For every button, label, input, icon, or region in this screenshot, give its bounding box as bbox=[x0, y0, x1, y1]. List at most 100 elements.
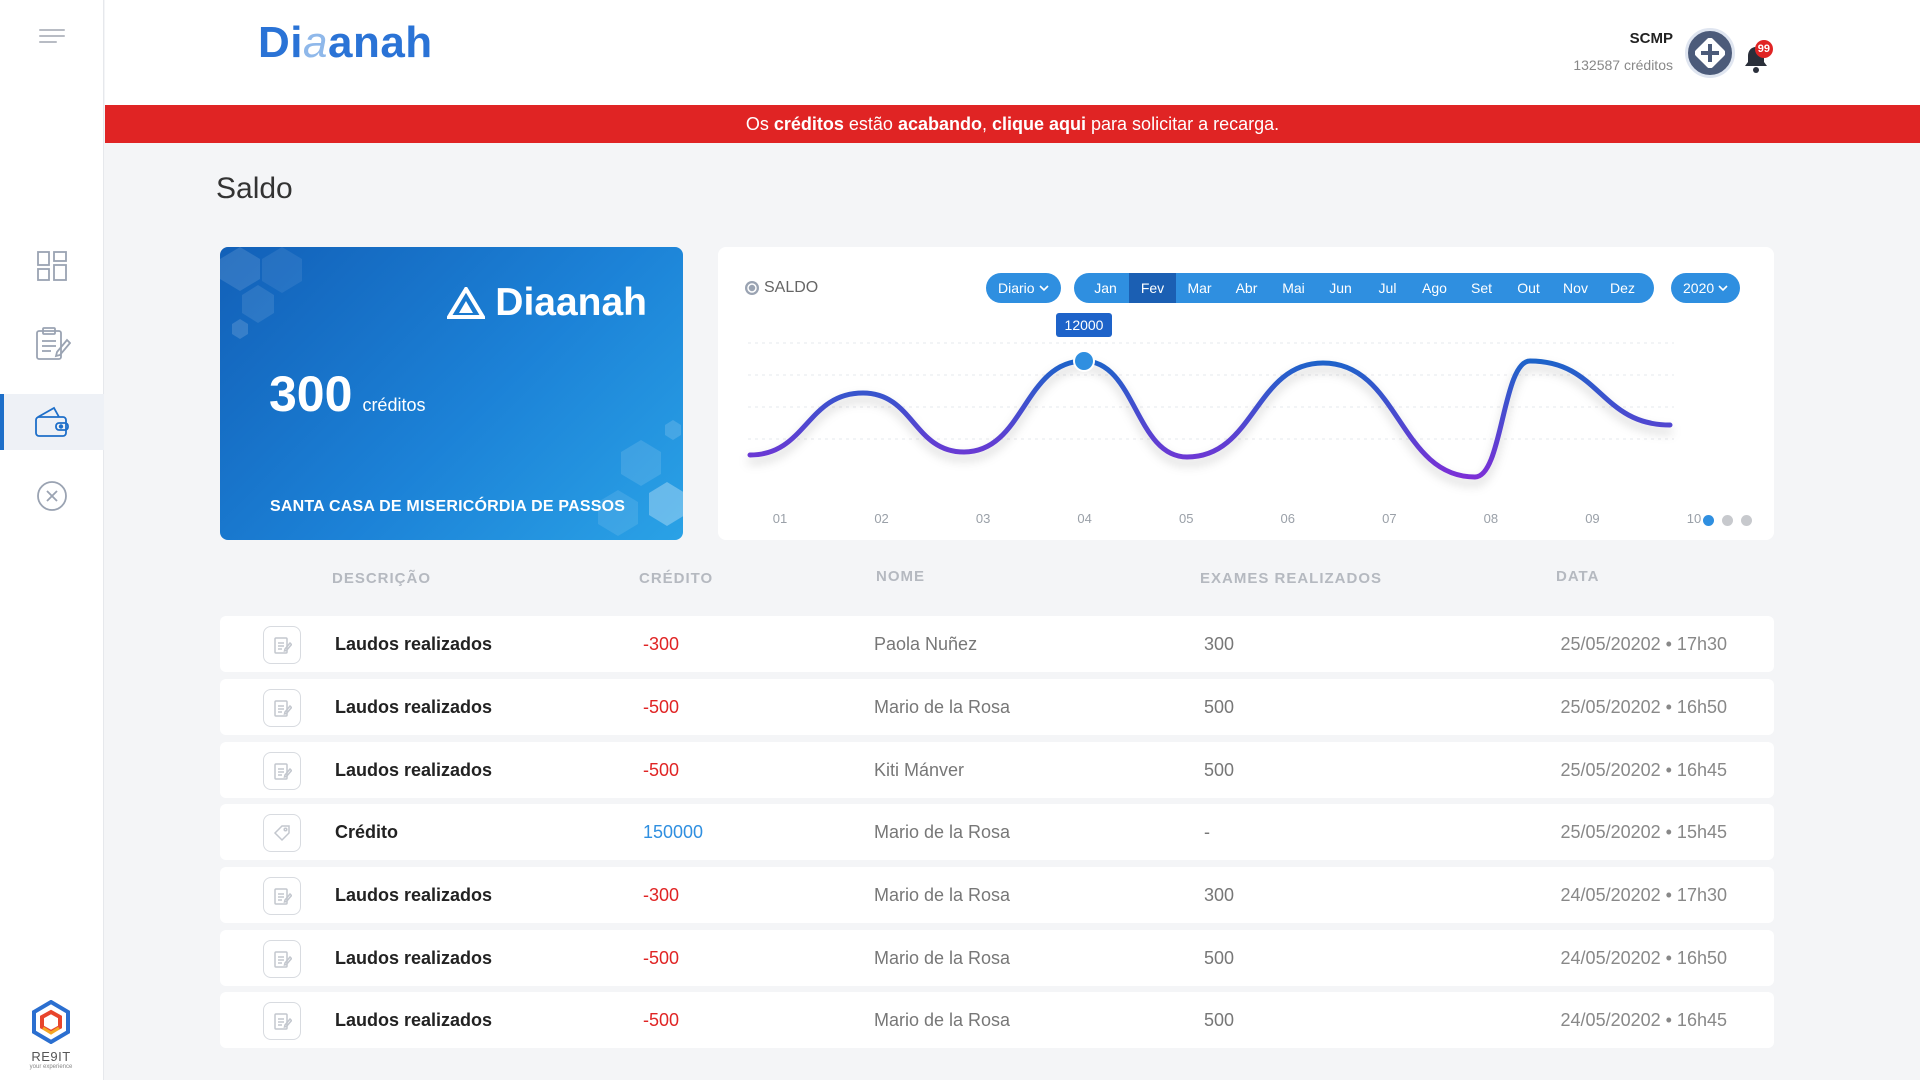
x-tick-label: 01 bbox=[773, 511, 787, 526]
month-tab-ago[interactable]: Ago bbox=[1422, 280, 1447, 296]
balance-series-line bbox=[747, 358, 1673, 480]
reports-icon bbox=[36, 327, 71, 360]
row-data: 24/05/20202 • 16h50 bbox=[1560, 948, 1727, 968]
month-tab-jul[interactable]: Jul bbox=[1378, 280, 1397, 296]
row-descricao: Laudos realizados bbox=[335, 760, 493, 780]
sidebar-item-wallet[interactable] bbox=[0, 394, 104, 450]
month-tab-out[interactable]: Out bbox=[1517, 280, 1540, 296]
chart-tooltip-box bbox=[1056, 313, 1112, 337]
table-row[interactable]: Laudos realizados -500 Mario de la Rosa 500… bbox=[220, 992, 1774, 1048]
period-select-value: Diario bbox=[998, 280, 1035, 296]
row-data: 24/05/20202 • 16h45 bbox=[1560, 1010, 1727, 1030]
row-nome: Mario de la Rosa bbox=[874, 1010, 1011, 1030]
month-tab-mai[interactable]: Mai bbox=[1282, 280, 1305, 296]
alert-bold-2: acabando bbox=[897, 113, 982, 134]
tag-icon bbox=[272, 823, 292, 843]
sidebar-item-reports[interactable] bbox=[0, 316, 104, 372]
year-select[interactable]: 2020 bbox=[1671, 273, 1741, 303]
re9it-logo-text: RE9IT bbox=[31, 1049, 71, 1064]
table-row[interactable]: Laudos realizados -500 Mario de la Rosa 500… bbox=[220, 930, 1774, 986]
sidebar-item-close[interactable] bbox=[0, 468, 104, 524]
row-nome: Kiti Mánver bbox=[874, 760, 965, 780]
row-nome: Paola Nuñez bbox=[874, 634, 978, 654]
table-row[interactable]: Laudos realizados -500 Mario de la Rosa 500… bbox=[220, 679, 1774, 735]
notification-badge: 99 bbox=[1754, 40, 1773, 58]
row-icon bbox=[263, 626, 301, 664]
col-descricao: DESCRIÇÃO bbox=[332, 570, 432, 587]
row-data: 25/05/20202 • 16h45 bbox=[1560, 760, 1727, 780]
row-exames: 500 bbox=[1204, 697, 1235, 717]
month-tab-jan[interactable]: Jan bbox=[1094, 280, 1117, 296]
row-icon bbox=[263, 752, 301, 790]
brand-part-2: a bbox=[303, 18, 328, 67]
month-tab-nov[interactable]: Nov bbox=[1563, 280, 1588, 296]
alert-link[interactable]: clique aqui bbox=[992, 113, 1087, 134]
row-nome: Mario de la Rosa bbox=[874, 948, 1011, 968]
table-row[interactable]: Crédito 150000 Mario de la Rosa - 25/05/2020… bbox=[220, 804, 1774, 860]
card-amount-value: 300 bbox=[269, 366, 353, 422]
re9it-logo-icon bbox=[32, 999, 70, 1045]
month-tabs: Jan Fev Mar Abr Mai Jun Jul Ago Set Out Nov Dez bbox=[1074, 273, 1654, 303]
col-nome: NOME bbox=[876, 568, 925, 585]
row-icon bbox=[263, 814, 301, 852]
close-circle-icon bbox=[37, 481, 67, 511]
brand-part-1: Di bbox=[258, 18, 303, 67]
month-tab-dez[interactable]: Dez bbox=[1610, 280, 1635, 296]
table-header: DESCRIÇÃO CRÉDITO NOME EXAMES REALIZADOS… bbox=[220, 568, 1774, 594]
row-nome: Mario de la Rosa bbox=[874, 885, 1011, 905]
coin-icon bbox=[745, 281, 759, 295]
chart-tooltip-value: 12000 bbox=[1065, 317, 1104, 333]
card-logo: Diaanah bbox=[447, 281, 647, 325]
chart-x-ticks: 01 02 03 04 05 06 07 08 09 10 bbox=[773, 511, 1701, 526]
month-tab-abr[interactable]: Abr bbox=[1235, 280, 1258, 296]
table-row[interactable]: Laudos realizados -300 Paola Nuñez 300 25/05… bbox=[220, 616, 1774, 672]
alert-text-2: estão bbox=[843, 113, 898, 134]
table-row[interactable]: Laudos realizados -300 Mario de la Rosa 300… bbox=[220, 867, 1774, 923]
row-exames: 500 bbox=[1204, 1010, 1235, 1030]
row-credito: -500 bbox=[643, 948, 680, 968]
x-tick-label: 04 bbox=[1077, 511, 1091, 526]
row-data: 25/05/20202 • 17h30 bbox=[1560, 634, 1727, 654]
card-org: SANTA CASA DE MISERICÓRDIA DE PASSOS bbox=[270, 498, 626, 515]
user-info[interactable]: SCMP 132587 créditos bbox=[1573, 30, 1673, 73]
report-icon bbox=[272, 635, 292, 655]
sidebar-item-dashboard[interactable] bbox=[0, 238, 104, 294]
top-header: Diaanah SCMP 132587 créditos 99 bbox=[105, 0, 1920, 105]
page-title: Saldo bbox=[216, 172, 293, 205]
hexagon-decoration-top bbox=[220, 247, 302, 339]
low-credits-alert[interactable]: Os créditos estão acabando, clique aqui … bbox=[105, 105, 1920, 143]
row-descricao: Laudos realizados bbox=[335, 885, 493, 905]
x-tick-label: 10 bbox=[1687, 511, 1701, 526]
highlight-point[interactable] bbox=[1073, 350, 1095, 372]
table-row[interactable]: Laudos realizados -500 Kiti Mánver 500 25/05… bbox=[220, 742, 1774, 798]
pagination-dot-2[interactable] bbox=[1722, 515, 1733, 526]
row-nome: Mario de la Rosa bbox=[874, 697, 1011, 717]
dashboard-icon bbox=[37, 251, 67, 281]
x-tick-label: 09 bbox=[1585, 511, 1599, 526]
diaanah-logo-icon bbox=[447, 287, 486, 319]
hamburger-icon bbox=[39, 29, 65, 43]
notifications-button[interactable]: 99 bbox=[1743, 40, 1773, 74]
month-tab-jun[interactable]: Jun bbox=[1329, 280, 1352, 296]
row-exames: 300 bbox=[1204, 634, 1235, 654]
chart-title-text: SALDO bbox=[764, 279, 819, 296]
period-select[interactable]: Diario bbox=[986, 273, 1061, 303]
x-tick-label: 07 bbox=[1382, 511, 1396, 526]
brand-logo[interactable]: Diaanah bbox=[258, 18, 433, 68]
menu-toggle-button[interactable] bbox=[0, 8, 104, 64]
row-icon bbox=[263, 1002, 301, 1040]
avatar[interactable] bbox=[1685, 28, 1735, 78]
month-tab-fev[interactable]: Fev bbox=[1129, 273, 1176, 303]
pagination-dot-3[interactable] bbox=[1741, 515, 1752, 526]
card-amount-unit: créditos bbox=[362, 395, 426, 415]
brand-part-3: anah bbox=[327, 18, 433, 67]
row-credito: 150000 bbox=[643, 822, 704, 842]
row-data: 24/05/20202 • 17h30 bbox=[1560, 885, 1727, 905]
row-data: 25/05/20202 • 16h50 bbox=[1560, 697, 1727, 717]
month-tab-mar[interactable]: Mar bbox=[1187, 280, 1212, 296]
pagination-dot-1[interactable] bbox=[1703, 515, 1714, 526]
x-tick-label: 06 bbox=[1281, 511, 1295, 526]
row-icon bbox=[263, 940, 301, 978]
month-tab-set[interactable]: Set bbox=[1470, 280, 1492, 296]
alert-text-4: para solicitar a recarga. bbox=[1086, 113, 1280, 134]
